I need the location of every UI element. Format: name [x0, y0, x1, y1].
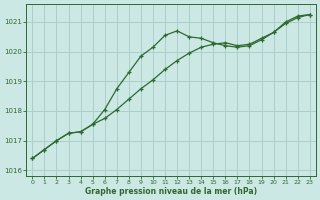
X-axis label: Graphe pression niveau de la mer (hPa): Graphe pression niveau de la mer (hPa)	[85, 187, 257, 196]
